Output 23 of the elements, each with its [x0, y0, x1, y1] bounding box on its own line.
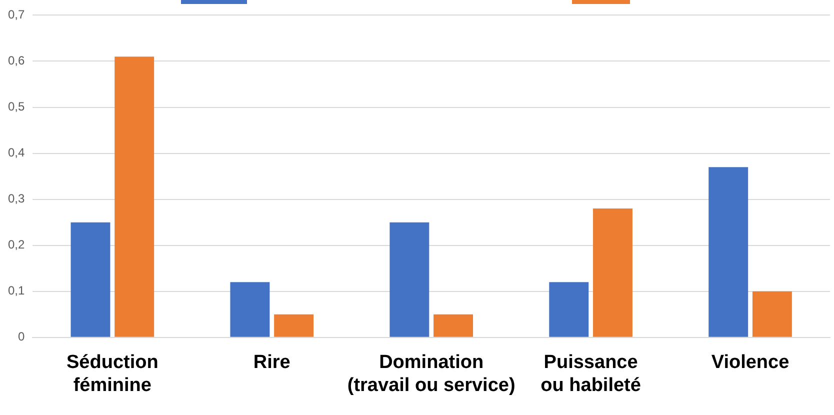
y-tick-label: 0,1 — [8, 284, 25, 298]
y-tick-label: 0,2 — [8, 238, 25, 252]
x-tick-label: Rire — [253, 352, 290, 374]
x-tick-label: Violence — [711, 352, 790, 374]
x-tick-label: Séduction féminine — [66, 352, 158, 396]
bar — [549, 282, 589, 337]
bar — [274, 314, 314, 337]
x-tick-label: Domination (travail ou service) — [347, 352, 516, 396]
bar — [114, 56, 154, 337]
bar — [230, 282, 270, 337]
y-tick-label: 0,7 — [8, 8, 25, 22]
y-tick-label: 0,4 — [8, 146, 25, 160]
bar — [70, 222, 110, 337]
bar — [390, 222, 430, 337]
bar — [592, 208, 632, 337]
x-tick-label: Puissance ou habileté — [540, 352, 641, 396]
y-tick-label: 0,3 — [8, 192, 25, 206]
y-tick-label: 0,5 — [8, 100, 25, 114]
bar — [708, 167, 748, 337]
bar — [434, 314, 473, 337]
bar — [752, 291, 792, 337]
y-tick-label: 0 — [18, 330, 25, 344]
y-tick-label: 0,6 — [8, 54, 25, 68]
